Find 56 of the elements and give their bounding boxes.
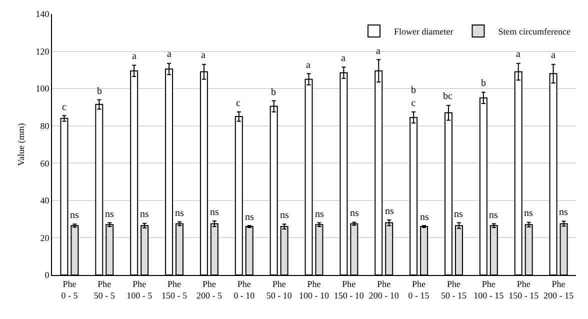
y-tick-label: 60 [40, 158, 50, 168]
y-tick-label: 100 [36, 84, 50, 94]
annotation: ns [385, 206, 394, 217]
annotation: ns [315, 209, 324, 220]
y-tick-label: 120 [36, 46, 50, 56]
x-tick-label: Phe 0 - 10 [234, 278, 256, 300]
annotation: a [201, 50, 206, 61]
annotation: a [167, 49, 172, 60]
x-tick-label: Phe 100 - 15 [474, 278, 504, 300]
annotation: b [481, 78, 486, 89]
annotation: ns [245, 212, 254, 223]
annotation: bc [443, 91, 453, 102]
x-tick-label: Phe 0 - 15 [408, 278, 430, 300]
y-tick-label: 80 [40, 121, 50, 132]
y-tick-label: 20 [40, 232, 50, 243]
annotation: a [516, 49, 521, 60]
annotation: ns [105, 209, 114, 220]
x-tick-label: Phe 100 - 5 [126, 278, 153, 300]
x-tick-label: Phe 200 - 15 [544, 278, 574, 300]
x-tick-label: Phe 100 - 10 [299, 278, 330, 300]
annotation: b [97, 86, 102, 97]
annotation: c [62, 102, 67, 113]
x-tick-label: Phe 0 - 5 [61, 278, 78, 300]
y-axis-title: Value (mm) [16, 123, 26, 166]
x-tick-label: Phe 150 - 15 [508, 278, 540, 300]
annotation: b c [411, 85, 416, 109]
y-tick-label: 40 [40, 196, 50, 206]
y-tick-label: 140 [36, 9, 50, 20]
annotation: b [271, 87, 276, 98]
legend-label: Stem circumference [498, 26, 570, 36]
annotation: a [306, 60, 311, 71]
y-tick-label: 0 [44, 270, 50, 280]
annotation: c [236, 98, 241, 109]
annotation: ns [175, 208, 184, 219]
legend-label: Flower diameter [394, 26, 454, 36]
x-tick-label: Phe 150 - 10 [334, 278, 364, 300]
x-tick-label: Phe 200 - 5 [196, 278, 222, 300]
annotation: a [376, 46, 381, 57]
x-tick-label: Phe 50 - 15 [440, 278, 467, 300]
annotation: ns [210, 207, 219, 218]
x-tick-label: Phe 50 - 5 [94, 278, 116, 300]
annotation: ns [420, 212, 429, 223]
x-tick-label: Phe 150 - 5 [162, 278, 188, 300]
annotation: ns [524, 208, 533, 219]
annotation: ns [454, 209, 463, 220]
x-tick-label: Phe 50 - 10 [266, 278, 292, 300]
x-tick-label: Phe 200 - 10 [368, 278, 400, 300]
annotation: a [341, 53, 346, 64]
annotation: ns [280, 210, 289, 221]
annotation: ns [489, 210, 498, 221]
annotation: ns [350, 208, 359, 219]
annotation: a [551, 50, 556, 61]
annotation: ns [70, 210, 79, 221]
annotation: ns [559, 207, 568, 218]
annotation: ns [140, 209, 149, 220]
annotation: a [132, 51, 137, 62]
